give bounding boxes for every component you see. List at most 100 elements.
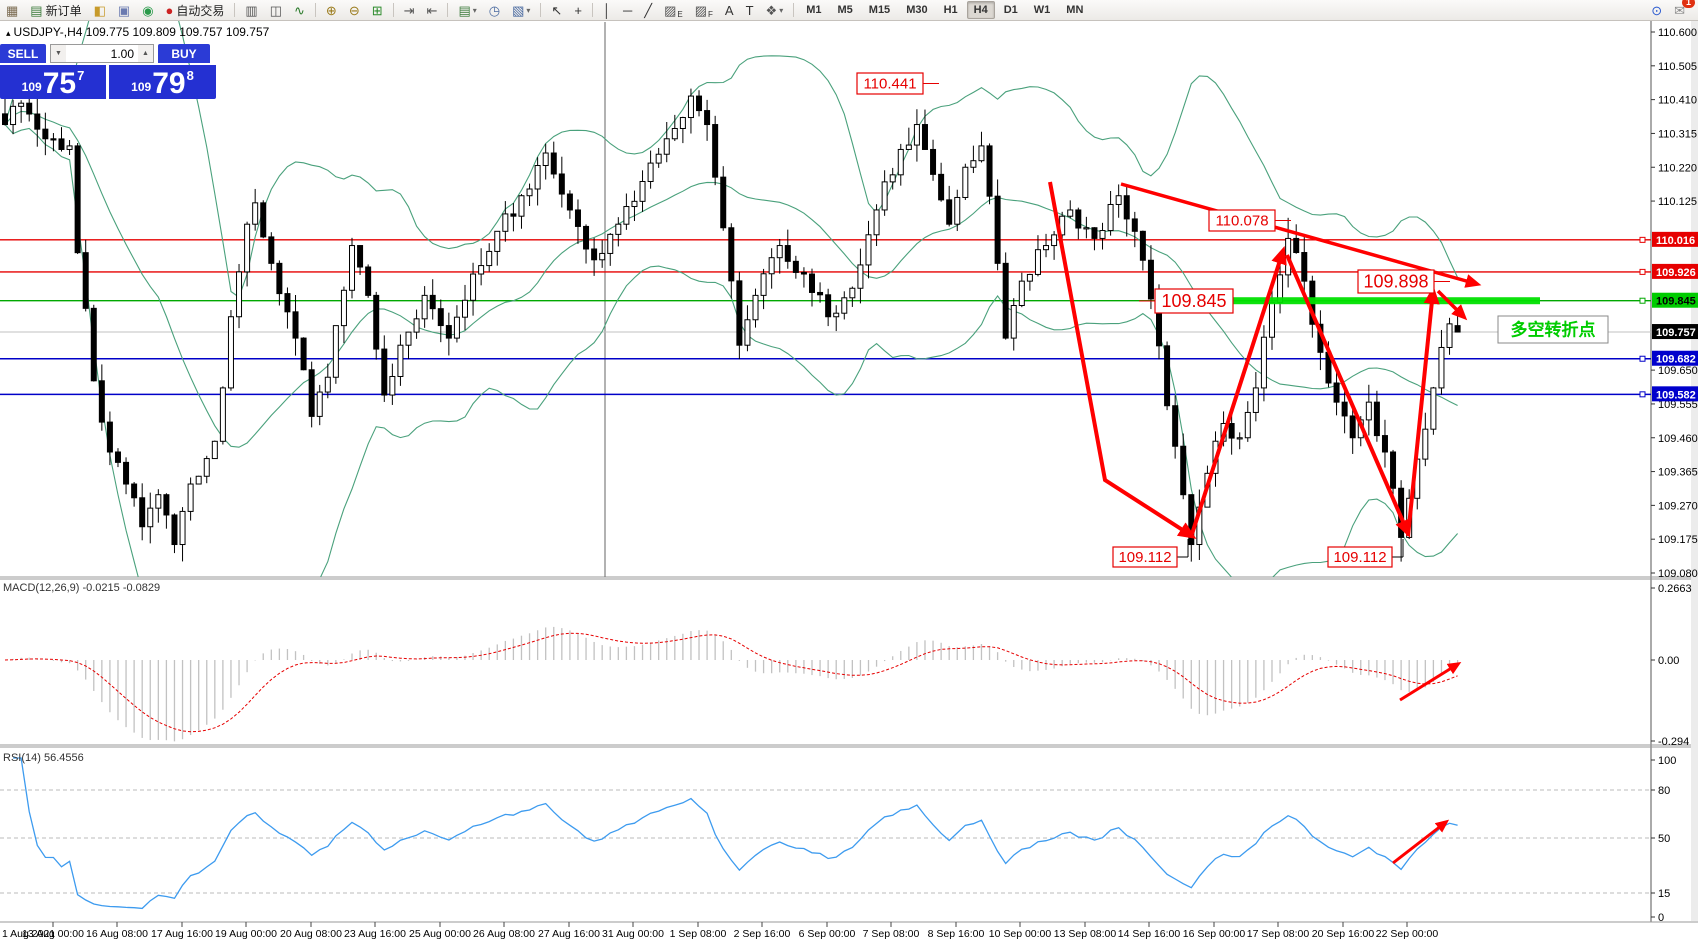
svg-text:109.845: 109.845 bbox=[1161, 291, 1226, 311]
timeframe-m5-button[interactable]: M5 bbox=[837, 4, 853, 16]
indicators-icon[interactable]: ▧ ▾ bbox=[512, 2, 531, 18]
note-box bbox=[1497, 315, 1609, 344]
svg-text:0: 0 bbox=[1658, 912, 1664, 924]
svg-text:109.080: 109.080 bbox=[1658, 568, 1698, 580]
svg-text:110.125: 110.125 bbox=[1658, 196, 1697, 208]
price-annotation bbox=[1154, 288, 1234, 314]
time-axis-label: 1 Sep 08:00 bbox=[670, 928, 727, 940]
volume-value[interactable]: 1.00 bbox=[110, 46, 134, 61]
time-axis-label: 16 Aug 08:00 bbox=[86, 928, 148, 940]
timeframe-m1-button[interactable]: M1 bbox=[806, 4, 822, 16]
window-icon[interactable]: ▦ bbox=[6, 2, 19, 18]
time-axis-label: 17 Sep 08:00 bbox=[1247, 928, 1310, 940]
svg-text:80: 80 bbox=[1658, 785, 1670, 797]
price-tag bbox=[1652, 350, 1698, 366]
price-tag bbox=[1652, 292, 1698, 308]
svg-text:0.2663: 0.2663 bbox=[1658, 583, 1692, 595]
timeframe-w1-button[interactable]: W1 bbox=[1033, 4, 1051, 16]
price-tag bbox=[1652, 386, 1698, 402]
time-axis-label: 14 Sep 16:00 bbox=[1118, 928, 1181, 940]
signals-icon[interactable]: ◉ bbox=[142, 2, 154, 18]
search-icon[interactable]: ⊙ bbox=[1651, 2, 1663, 18]
cursor-icon[interactable]: ↖ bbox=[551, 2, 563, 18]
bar-chart-icon[interactable]: ▥ bbox=[245, 2, 258, 18]
clock-icon[interactable]: ◷ bbox=[488, 2, 501, 18]
svg-text:15: 15 bbox=[1658, 888, 1670, 900]
line-chart-icon[interactable]: ∿ bbox=[294, 2, 305, 18]
sell-price-pane[interactable]: 109 75 7 bbox=[0, 65, 106, 99]
volume-field[interactable]: ▼ 1.00 ▲ bbox=[50, 44, 154, 63]
svg-text:109.270: 109.270 bbox=[1658, 500, 1698, 512]
arrows-icon[interactable]: ❖ ▾ bbox=[765, 2, 784, 18]
buy-button[interactable]: BUY bbox=[158, 44, 210, 63]
svg-text:110.441: 110.441 bbox=[863, 76, 916, 93]
svg-text:109.650: 109.650 bbox=[1658, 365, 1698, 377]
svg-text:-0.294: -0.294 bbox=[1658, 736, 1689, 748]
price-annotation bbox=[1357, 269, 1435, 294]
time-axis-label: 20 Sep 16:00 bbox=[1312, 928, 1375, 940]
styles-icon[interactable]: ◧ bbox=[93, 2, 106, 18]
time-axis-label: 13 Sep 08:00 bbox=[1054, 928, 1117, 940]
trendline-icon[interactable]: ╱ bbox=[644, 2, 653, 18]
drawn-arrow bbox=[1048, 181, 1197, 539]
timeframe-m15-button[interactable]: M15 bbox=[868, 4, 891, 16]
price-annotation bbox=[856, 72, 924, 95]
chat-icon[interactable]: ✉ 1 bbox=[1669, 0, 1695, 20]
fibonacci-icon[interactable]: ▨ F bbox=[694, 2, 713, 20]
quote-line: ▴ USDJPY-,H4 109.775 109.809 109.757 109.… bbox=[6, 25, 269, 39]
drawn-arrow bbox=[1392, 819, 1450, 865]
timeframe-m30-button[interactable]: M30 bbox=[906, 4, 928, 16]
drawn-arrow bbox=[1120, 182, 1482, 288]
time-axis-label: 25 Aug 00:00 bbox=[409, 928, 471, 940]
time-axis-label: 26 Aug 08:00 bbox=[473, 928, 535, 940]
autotrading-button[interactable]: ● 自动交易 bbox=[165, 2, 225, 18]
timeframe-h4-button[interactable]: H4 bbox=[966, 1, 995, 19]
price-annotation bbox=[1112, 546, 1178, 568]
volume-up-icon[interactable]: ▲ bbox=[138, 45, 153, 62]
svg-text:109.555: 109.555 bbox=[1658, 399, 1698, 411]
time-axis-label: 27 Aug 16:00 bbox=[538, 928, 600, 940]
buy-price-pane[interactable]: 109 79 8 bbox=[109, 65, 216, 99]
timeframe-d1-button[interactable]: D1 bbox=[1003, 4, 1018, 16]
crosshair-icon[interactable]: + bbox=[574, 2, 582, 18]
zoom-in-icon[interactable]: ⊕ bbox=[325, 2, 337, 18]
zoom-out-icon[interactable]: ⊖ bbox=[348, 2, 360, 18]
tile-windows-icon[interactable]: ⊞ bbox=[371, 2, 383, 18]
text-label-icon[interactable]: T bbox=[745, 2, 754, 18]
new-order-button[interactable]: ▤ 新订单 bbox=[30, 2, 82, 18]
time-axis-label: 13 Aug 00:00 bbox=[22, 928, 84, 940]
time-axis-label: 8 Sep 16:00 bbox=[928, 928, 985, 940]
rsi-pane bbox=[0, 757, 1651, 910]
price-tag bbox=[1652, 263, 1698, 279]
time-axis-label: 31 Aug 00:00 bbox=[602, 928, 664, 940]
timeframe-mn-button[interactable]: MN bbox=[1066, 4, 1084, 16]
svg-text:110.505: 110.505 bbox=[1658, 61, 1697, 73]
templates-icon[interactable]: ▤ ▾ bbox=[458, 2, 477, 18]
time-axis-label: 1 Aug 2021 bbox=[2, 928, 55, 940]
candlestick-chart-icon[interactable]: ◫ bbox=[269, 2, 283, 18]
main-pane bbox=[2, 20, 1461, 577]
svg-text:109.845: 109.845 bbox=[1656, 296, 1696, 308]
horizontal-line-icon[interactable]: ─ bbox=[623, 2, 633, 18]
timeframe-h1-button[interactable]: H1 bbox=[943, 4, 958, 16]
volume-down-icon[interactable]: ▼ bbox=[51, 45, 66, 62]
svg-text:109.112: 109.112 bbox=[1118, 549, 1171, 566]
price-annotation bbox=[1208, 209, 1276, 232]
drawn-arrow bbox=[1190, 246, 1287, 535]
svg-text:109.460: 109.460 bbox=[1658, 433, 1698, 445]
sell-button[interactable]: SELL bbox=[0, 44, 46, 63]
svg-text:109.926: 109.926 bbox=[1656, 267, 1696, 279]
auto-scroll-icon[interactable]: ⇥ bbox=[403, 2, 415, 18]
text-icon[interactable]: A bbox=[724, 2, 734, 18]
profiles-icon[interactable]: ▣ bbox=[117, 2, 131, 18]
drawn-arrow bbox=[1406, 285, 1440, 537]
chart-shift-icon[interactable]: ⇤ bbox=[426, 2, 438, 18]
equidistant-channel-icon[interactable]: ▨ E bbox=[664, 2, 683, 20]
svg-text:109.365: 109.365 bbox=[1658, 467, 1698, 479]
time-axis-label: 6 Sep 00:00 bbox=[799, 928, 856, 940]
vertical-line-icon[interactable]: │ bbox=[602, 2, 612, 18]
price-tag bbox=[1652, 231, 1698, 247]
chat-unread-badge: 1 bbox=[1681, 0, 1695, 8]
